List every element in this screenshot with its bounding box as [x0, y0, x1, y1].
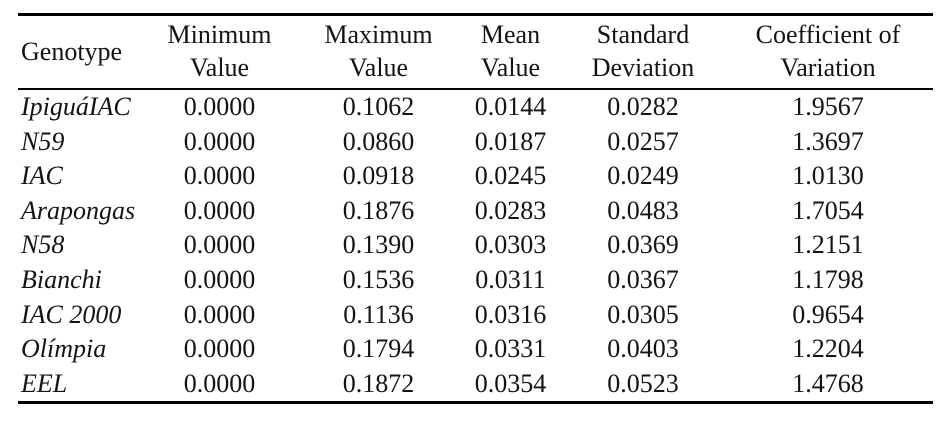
column-header-maximum-line1: Maximum	[324, 20, 433, 49]
minimum-value-cell: 0.0000	[183, 195, 256, 225]
genotype-name-cell: IpiguáIAC	[21, 92, 131, 121]
mean-value-cell: 0.0187	[474, 126, 547, 156]
mean-value-cell: 0.0144	[474, 92, 547, 121]
column-header-std-line2: Deviation	[591, 53, 695, 82]
genotype-name-cell: IAC	[21, 161, 63, 191]
coefficient-of-variation-cell: 1.9567	[792, 92, 864, 121]
standard-deviation-cell: 0.0249	[607, 161, 679, 191]
table-row: Bianchi 0.0000 0.1536 0.0311 0.0367 1.17…	[18, 263, 933, 298]
column-header-minimum-value: Minimum Value	[140, 14, 299, 90]
column-header-cv-line2: Variation	[780, 53, 876, 82]
table-row: IAC 2000 0.0000 0.1136 0.0316 0.0305 0.9…	[18, 298, 933, 333]
table-row: IpiguáIAC 0.0000 0.1062 0.0144 0.0282 1.…	[18, 89, 933, 125]
standard-deviation-cell: 0.0305	[607, 299, 679, 329]
genotype-name-cell: Olímpia	[21, 334, 107, 364]
genotype-name-cell: IAC 2000	[21, 299, 122, 329]
maximum-value-cell: 0.1062	[342, 92, 415, 121]
column-header-minimum-line1: Minimum	[167, 20, 272, 49]
standard-deviation-cell: 0.0367	[607, 264, 679, 294]
column-header-mean-value: Mean Value	[458, 14, 563, 90]
maximum-value-cell: 0.1794	[342, 334, 415, 364]
standard-deviation-cell: 0.0369	[607, 230, 679, 260]
table-row: N59 0.0000 0.0860 0.0187 0.0257 1.3697	[18, 125, 933, 160]
column-header-maximum-line2: Value	[348, 53, 409, 82]
mean-value-cell: 0.0316	[474, 299, 547, 329]
table-row: N58 0.0000 0.1390 0.0303 0.0369 1.2151	[18, 228, 933, 263]
genotype-name-cell: Bianchi	[21, 264, 102, 294]
standard-deviation-cell: 0.0282	[607, 92, 679, 121]
genotype-name-cell: Arapongas	[21, 195, 136, 225]
column-header-standard-deviation: Standard Deviation	[563, 14, 723, 90]
standard-deviation-cell: 0.0483	[607, 195, 679, 225]
minimum-value-cell: 0.0000	[183, 368, 256, 398]
genotype-name-cell: N58	[21, 230, 65, 260]
column-header-coefficient-of-variation: Coefficient of Variation	[723, 14, 933, 90]
mean-value-cell: 0.0331	[474, 334, 547, 364]
standard-deviation-cell: 0.0403	[607, 334, 679, 364]
maximum-value-cell: 0.1872	[342, 368, 415, 398]
column-header-maximum-value: Maximum Value	[299, 14, 458, 90]
standard-deviation-cell: 0.0523	[607, 368, 679, 398]
minimum-value-cell: 0.0000	[183, 230, 256, 260]
maximum-value-cell: 0.1390	[342, 230, 415, 260]
maximum-value-cell: 0.1536	[342, 264, 415, 294]
coefficient-of-variation-cell: 1.4768	[792, 368, 864, 398]
minimum-value-cell: 0.0000	[183, 126, 256, 156]
minimum-value-cell: 0.0000	[183, 299, 256, 329]
table-row: EEL 0.0000 0.1872 0.0354 0.0523 1.4768	[18, 367, 933, 403]
coefficient-of-variation-cell: 1.2151	[792, 230, 864, 260]
coefficient-of-variation-cell: 1.0130	[792, 161, 864, 191]
genotype-name-cell: N59	[21, 126, 65, 156]
minimum-value-cell: 0.0000	[183, 161, 256, 191]
column-header-genotype: Genotype	[18, 14, 140, 90]
maximum-value-cell: 0.1136	[343, 299, 414, 329]
mean-value-cell: 0.0303	[474, 230, 547, 260]
coefficient-of-variation-cell: 1.7054	[792, 195, 864, 225]
coefficient-of-variation-cell: 1.3697	[792, 126, 864, 156]
maximum-value-cell: 0.0860	[342, 126, 415, 156]
coefficient-of-variation-cell: 0.9654	[792, 299, 864, 329]
header-row: Genotype Minimum Value Maximum Value Mea…	[18, 14, 933, 90]
coefficient-of-variation-cell: 1.2204	[792, 334, 864, 364]
mean-value-cell: 0.0311	[475, 264, 546, 294]
column-header-cv-line1: Coefficient of	[755, 20, 901, 49]
minimum-value-cell: 0.0000	[183, 334, 256, 364]
standard-deviation-cell: 0.0257	[607, 126, 679, 156]
minimum-value-cell: 0.0000	[183, 264, 256, 294]
table-row: Arapongas 0.0000 0.1876 0.0283 0.0483 1.…	[18, 194, 933, 229]
column-header-std-line1: Standard	[596, 20, 690, 49]
minimum-value-cell: 0.0000	[183, 92, 256, 121]
maximum-value-cell: 0.0918	[342, 161, 415, 191]
genotype-statistics-table: Genotype Minimum Value Maximum Value Mea…	[18, 13, 933, 405]
column-header-genotype-label: Genotype	[21, 36, 123, 66]
column-header-mean-line1: Mean	[480, 20, 541, 49]
table-row: Olímpia 0.0000 0.1794 0.0331 0.0403 1.22…	[18, 332, 933, 367]
genotype-name-cell: EEL	[21, 368, 68, 398]
coefficient-of-variation-cell: 1.1798	[792, 264, 864, 294]
maximum-value-cell: 0.1876	[342, 195, 415, 225]
column-header-mean-line2: Value	[480, 53, 541, 82]
column-header-minimum-line2: Value	[189, 53, 250, 82]
genotype-statistics-table-wrap: Genotype Minimum Value Maximum Value Mea…	[18, 13, 933, 405]
mean-value-cell: 0.0283	[474, 195, 547, 225]
mean-value-cell: 0.0354	[474, 368, 547, 398]
mean-value-cell: 0.0245	[474, 161, 547, 191]
table-row: IAC 0.0000 0.0918 0.0245 0.0249 1.0130	[18, 159, 933, 194]
